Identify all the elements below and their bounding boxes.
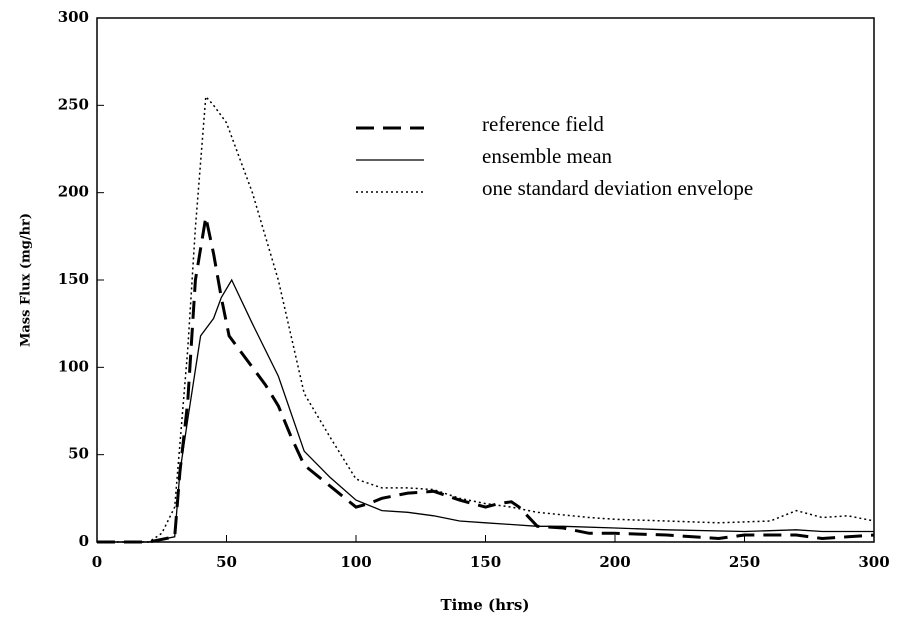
series-line [97,94,875,543]
y-tick-label: 250 [58,95,89,113]
x-tick-label: 150 [470,553,501,571]
x-axis-label: Time (hrs) [441,596,530,614]
x-tick-label: 300 [858,553,889,571]
y-tick-label: 50 [68,445,89,463]
legend-text: ensemble mean [482,144,613,168]
legend-text: reference field [482,112,604,136]
x-tick-label: 100 [340,553,371,571]
legend-text: one standard deviation envelope [482,176,753,200]
x-tick-label: 200 [599,553,630,571]
y-tick-label: 0 [79,532,89,550]
y-tick-label: 150 [58,270,89,288]
plot-frame [96,17,875,543]
x-tick-label: 0 [92,553,102,571]
y-axis-label: Mass Flux (mg/hr) [19,213,34,347]
series-line [97,216,875,544]
series-line [97,278,874,543]
y-tick-label: 300 [58,8,89,26]
x-tick-label: 50 [216,553,237,571]
x-tick-label: 250 [729,553,760,571]
y-tick-label: 200 [58,183,89,201]
y-tick-label: 100 [58,357,89,375]
